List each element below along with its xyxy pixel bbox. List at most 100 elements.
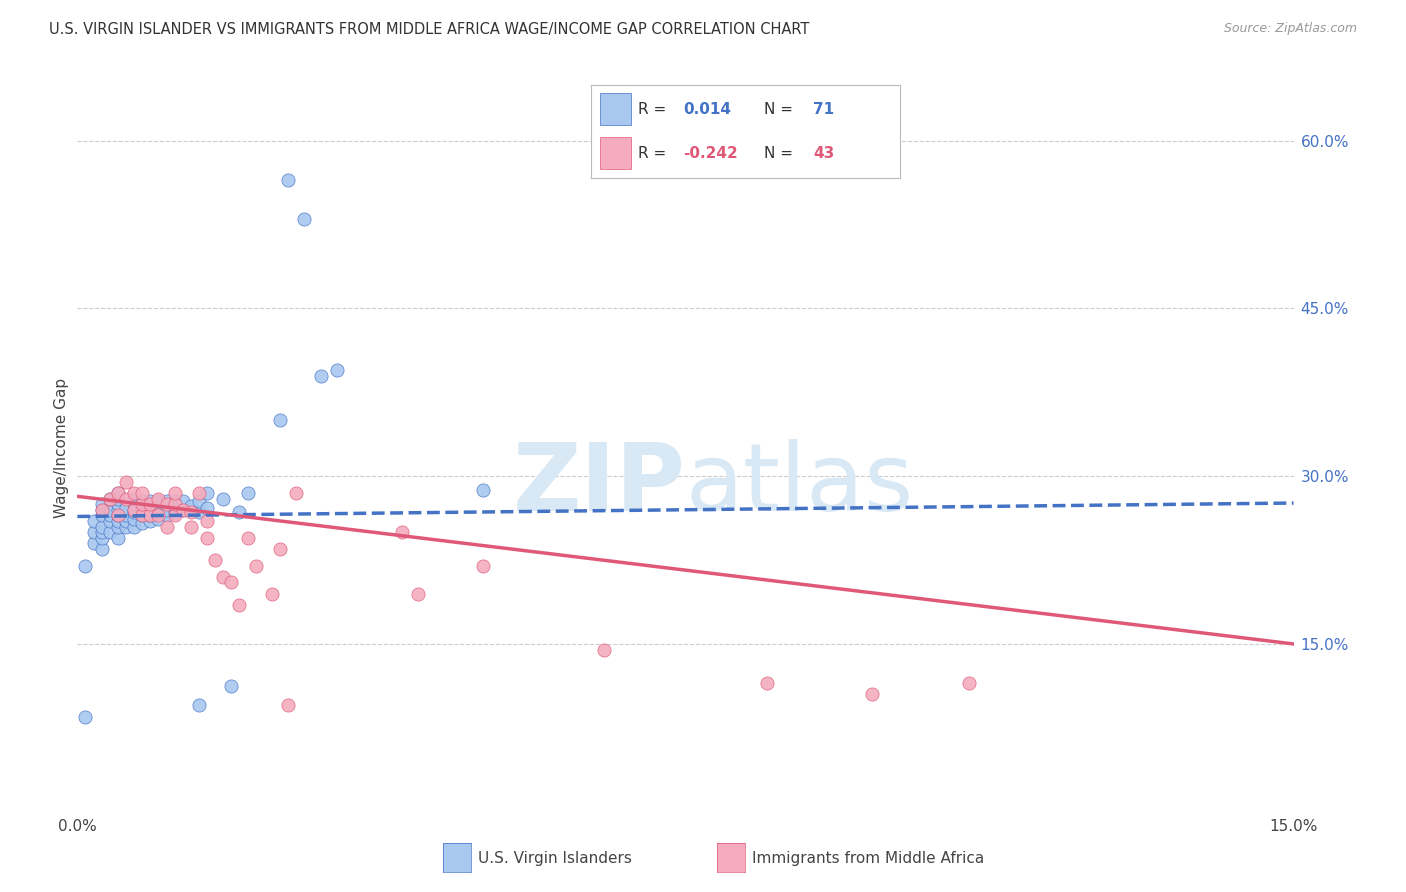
Point	[391, 525, 413, 540]
Point	[90, 508, 112, 523]
Point	[172, 493, 194, 508]
Point	[122, 505, 145, 519]
Point	[163, 500, 186, 515]
Point	[155, 519, 177, 533]
Text: R =: R =	[638, 102, 672, 117]
Point	[195, 486, 218, 500]
Point	[163, 486, 186, 500]
Point	[107, 502, 129, 516]
Point	[107, 486, 129, 500]
Bar	[600, 137, 631, 169]
Point	[139, 493, 162, 508]
Point	[228, 505, 250, 519]
Point	[180, 505, 202, 519]
Point	[285, 486, 308, 500]
Point	[221, 680, 243, 694]
Point	[139, 514, 162, 528]
Point	[172, 502, 194, 516]
Point	[107, 508, 129, 523]
Point	[107, 497, 129, 511]
Point	[131, 493, 153, 508]
Point	[75, 709, 97, 723]
Point	[83, 536, 105, 550]
Point	[139, 502, 162, 516]
Point	[107, 514, 129, 528]
Point	[471, 483, 494, 497]
Point	[83, 525, 105, 540]
Point	[90, 531, 112, 545]
Point	[277, 173, 299, 187]
Point	[155, 502, 177, 516]
Point	[107, 486, 129, 500]
Point	[236, 531, 259, 545]
Bar	[600, 93, 631, 125]
Point	[326, 363, 349, 377]
Point	[163, 493, 186, 508]
Point	[292, 211, 315, 226]
Point	[75, 558, 97, 573]
Point	[957, 676, 980, 690]
Point	[155, 497, 177, 511]
Point	[115, 500, 138, 515]
Point	[180, 500, 202, 514]
Text: Source: ZipAtlas.com: Source: ZipAtlas.com	[1223, 22, 1357, 36]
Point	[236, 486, 259, 500]
Point	[172, 502, 194, 516]
Point	[195, 514, 218, 528]
Point	[163, 505, 186, 519]
Point	[122, 502, 145, 516]
Point	[195, 531, 218, 545]
Point	[90, 519, 112, 533]
Y-axis label: Wage/Income Gap: Wage/Income Gap	[53, 378, 69, 518]
Point	[98, 508, 121, 523]
Point	[277, 698, 299, 713]
Point	[122, 519, 145, 533]
Point	[139, 497, 162, 511]
Text: N =: N =	[763, 145, 797, 161]
Point	[188, 698, 211, 713]
Point	[269, 413, 291, 427]
Point	[122, 497, 145, 511]
Point	[131, 486, 153, 500]
Point	[309, 368, 332, 383]
Point	[212, 491, 235, 506]
Point	[122, 502, 145, 516]
Point	[98, 502, 121, 516]
Point	[122, 491, 145, 506]
Point	[212, 570, 235, 584]
Point	[188, 493, 211, 508]
Point	[131, 508, 153, 523]
Point	[195, 500, 218, 515]
Point	[107, 519, 129, 533]
Point	[260, 587, 283, 601]
Point	[406, 587, 429, 601]
Point	[269, 541, 291, 556]
Point	[148, 505, 170, 519]
Text: 71: 71	[813, 102, 834, 117]
Point	[188, 505, 211, 519]
Point	[131, 500, 153, 515]
Point	[98, 525, 121, 540]
Point	[180, 519, 202, 533]
Point	[755, 676, 778, 690]
Point	[98, 514, 121, 528]
Text: N =: N =	[763, 102, 797, 117]
Point	[593, 642, 616, 657]
Text: ZIP: ZIP	[513, 439, 686, 531]
Text: U.S. Virgin Islanders: U.S. Virgin Islanders	[478, 851, 631, 865]
Point	[155, 493, 177, 508]
Point	[163, 497, 186, 511]
Point	[204, 553, 226, 567]
Point	[148, 493, 170, 508]
Point	[83, 514, 105, 528]
Point	[115, 519, 138, 533]
Point	[155, 508, 177, 523]
Point	[228, 598, 250, 612]
Text: U.S. VIRGIN ISLANDER VS IMMIGRANTS FROM MIDDLE AFRICA WAGE/INCOME GAP CORRELATIO: U.S. VIRGIN ISLANDER VS IMMIGRANTS FROM …	[49, 22, 810, 37]
Text: R =: R =	[638, 145, 672, 161]
Point	[188, 486, 211, 500]
Point	[221, 575, 243, 590]
Point	[471, 558, 494, 573]
Text: -0.242: -0.242	[683, 145, 738, 161]
Point	[90, 502, 112, 516]
